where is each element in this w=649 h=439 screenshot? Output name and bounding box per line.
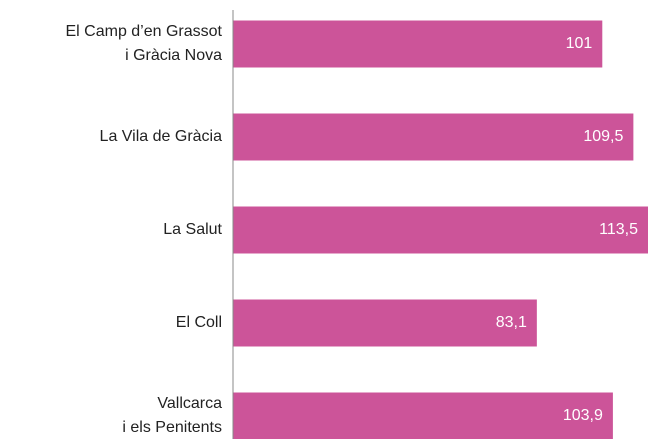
value-label: 103,9	[563, 407, 603, 424]
bar	[233, 299, 537, 347]
value-label: 83,1	[496, 314, 527, 331]
category-line: Vallcarca	[157, 395, 222, 412]
bar	[233, 206, 648, 254]
category-label: La Salut	[163, 221, 222, 238]
category-label: El Coll	[176, 314, 222, 331]
category-line: i els Penitents	[122, 419, 222, 436]
category-label: El Camp d’en Grassot i Gràcia Nova	[65, 23, 222, 64]
bar	[233, 20, 603, 68]
value-label: 101	[566, 35, 593, 52]
category-label: Vallcarca i els Penitents	[122, 395, 222, 436]
value-label: 109,5	[583, 128, 623, 145]
category-line: i Gràcia Nova	[125, 47, 222, 64]
category-line: El Coll	[176, 314, 222, 331]
bar	[233, 392, 613, 439]
category-label: La Vila de Gràcia	[100, 128, 223, 145]
category-line: El Camp d’en Grassot	[65, 23, 222, 40]
category-line: La Salut	[163, 221, 222, 238]
category-line: La Vila de Gràcia	[100, 128, 223, 145]
value-label: 113,5	[599, 221, 638, 238]
bar	[233, 113, 634, 161]
